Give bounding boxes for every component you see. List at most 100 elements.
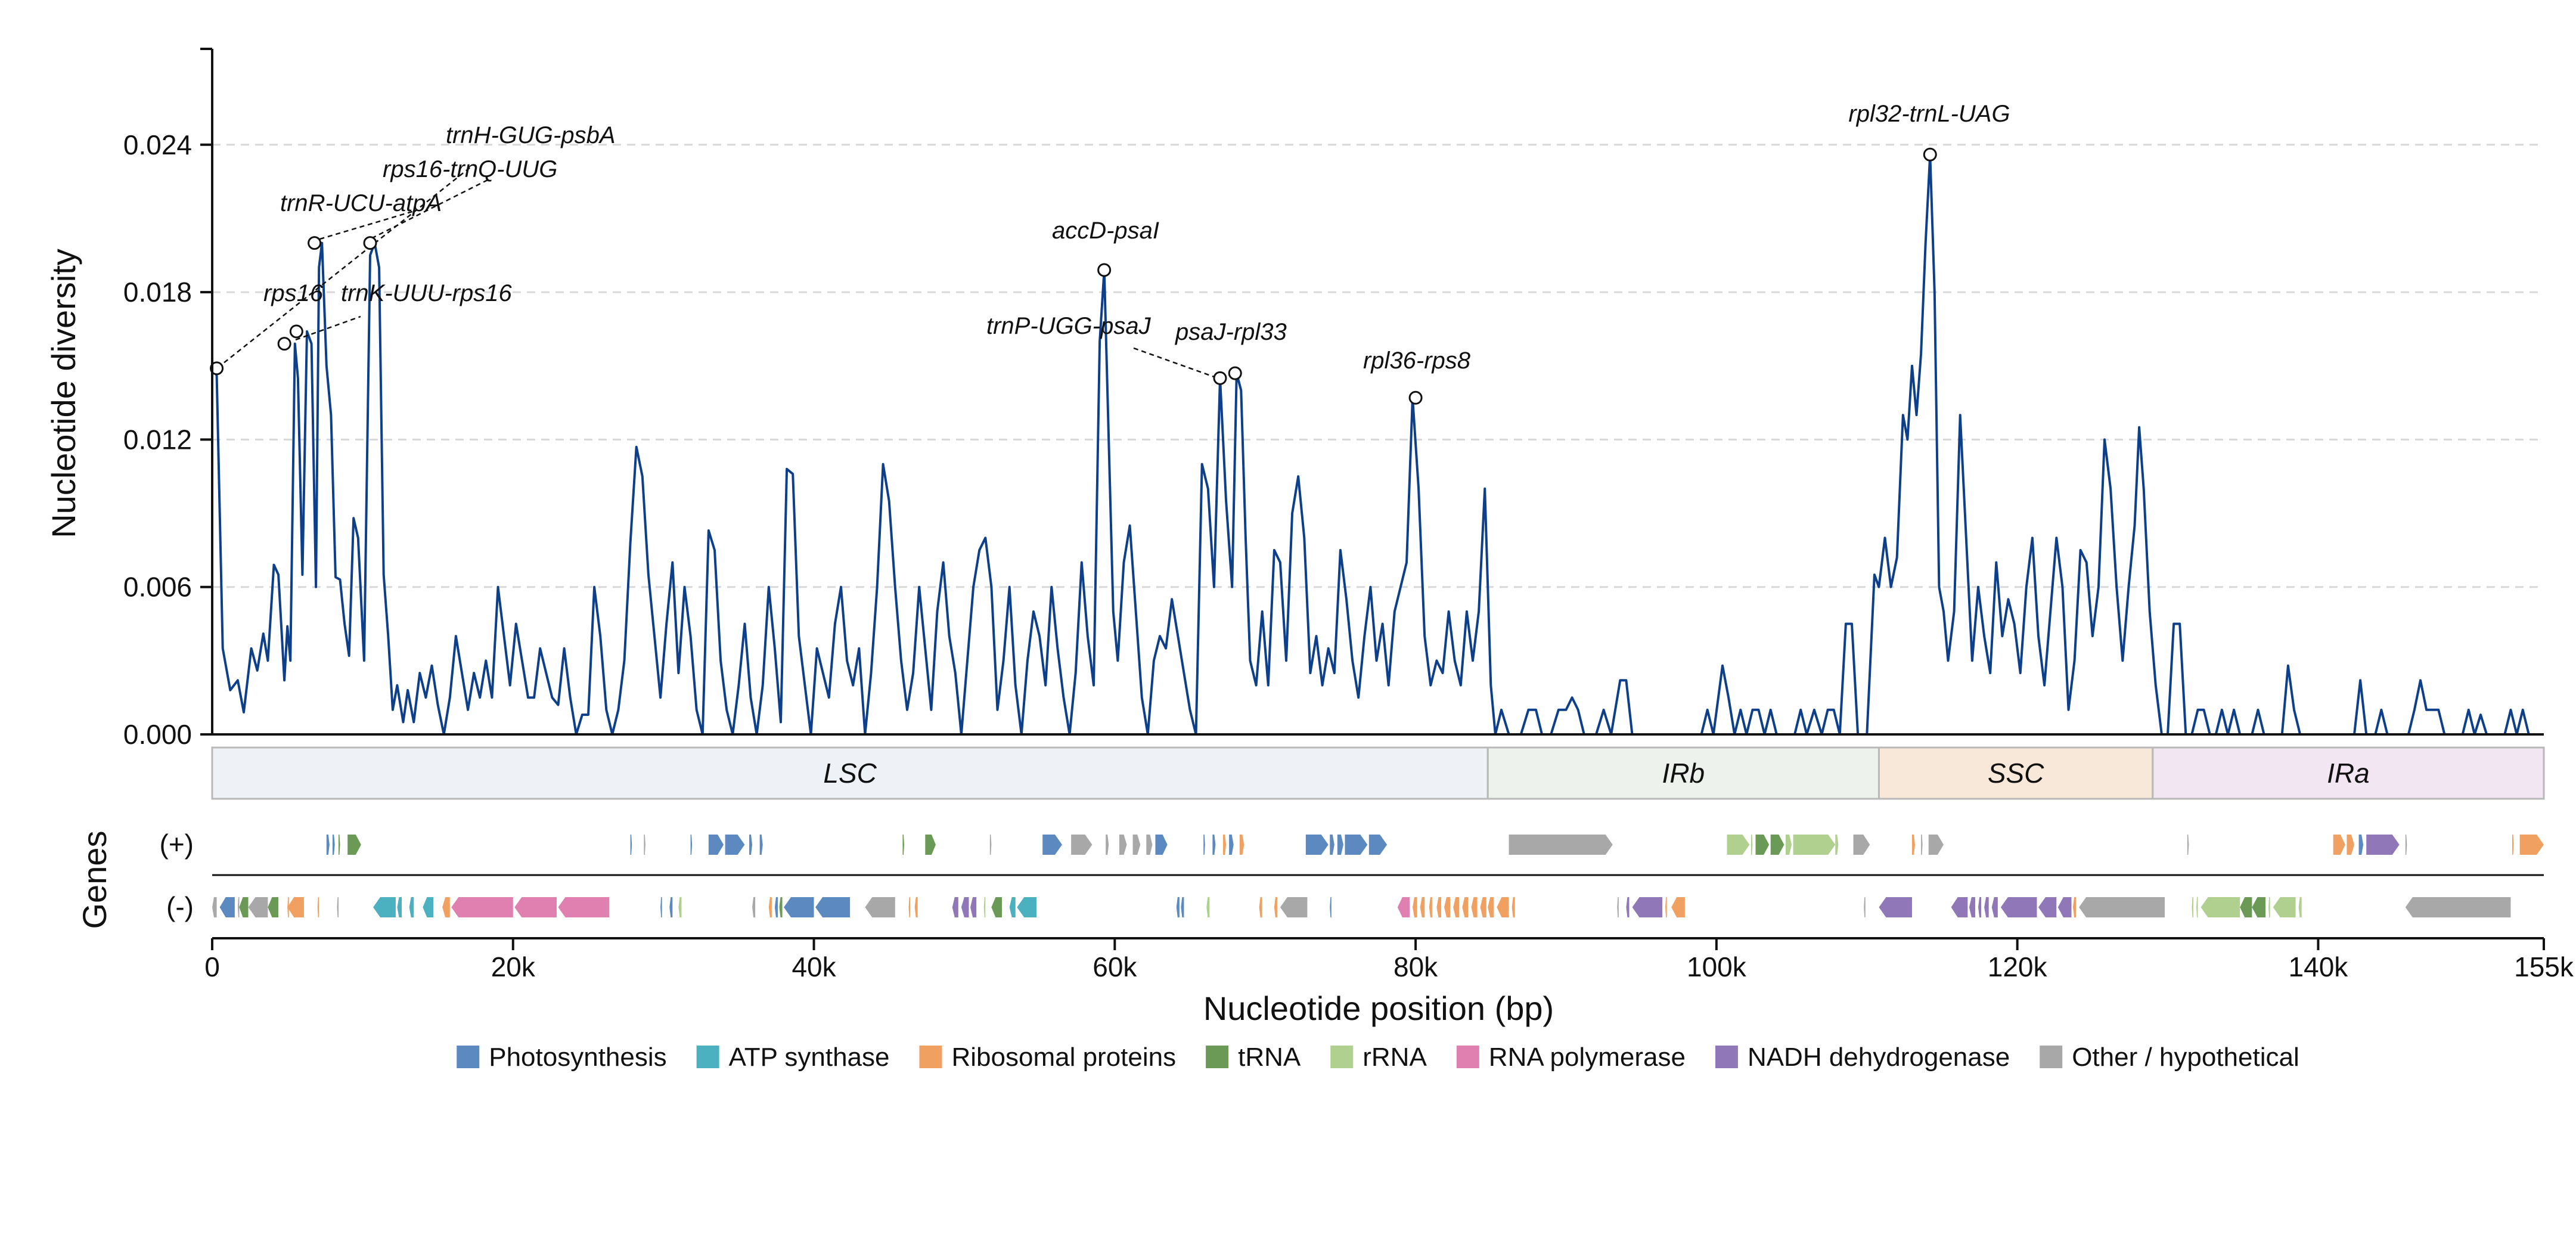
gene-arrow (970, 897, 977, 917)
gene-arrow (752, 897, 756, 917)
x-tick-label: 155k (2514, 951, 2574, 982)
gene-arrow (1203, 835, 1205, 855)
gene-arrow (1212, 835, 1216, 855)
gene-arrow (2358, 835, 2364, 855)
gene-arrow (442, 897, 450, 917)
gene-arrow (423, 897, 434, 917)
legend-label: Other / hypothetical (2072, 1043, 2299, 1072)
gene-arrow (1413, 897, 1417, 917)
gene-arrow (1155, 835, 1168, 855)
gene-arrow (961, 897, 969, 917)
gene-arrow (678, 897, 682, 917)
legend-label: Ribosomal proteins (951, 1043, 1176, 1072)
legend-swatch (1456, 1046, 1479, 1068)
gene-arrow (1206, 897, 1210, 917)
gene-arrow (1665, 897, 1667, 917)
gene-arrow (1176, 897, 1180, 917)
axes: 0.000 0.006 0.012 0.018 0.024 0 20k 40k 60k 80k 10… (123, 48, 2574, 982)
region-band (2152, 746, 2545, 800)
gene-arrow (2057, 897, 2072, 917)
gene-arrow (1274, 897, 1277, 917)
gene-arrow (268, 897, 279, 917)
annotation-leader (1133, 347, 1219, 380)
legend-label: ATP synthase (729, 1043, 890, 1072)
gene-arrow (865, 897, 895, 917)
peak-annotations: trnH-GUG-psbA rps16-trnQ-UUG trnR-UCU-atpA… (210, 101, 2010, 405)
gene-arrow (2405, 897, 2511, 917)
gene-arrow (779, 897, 783, 917)
gene-arrow (2405, 835, 2407, 855)
gene-arrow (2252, 897, 2266, 917)
y-axis-title: Nucleotide diversity (45, 249, 82, 538)
annotation-leader (311, 210, 415, 243)
gene-arrow (2192, 897, 2193, 917)
gene-arrow (759, 835, 763, 855)
gene-arrow (1146, 835, 1153, 855)
gene-arrow (337, 897, 339, 917)
gene-arrow (768, 897, 772, 917)
peak-marker (277, 337, 291, 351)
gene-arrow (1626, 897, 1630, 917)
grid-lines (212, 144, 2544, 588)
gene-arrow (2000, 897, 2037, 917)
gene-tracks (212, 835, 2544, 917)
gene-arrow (2038, 897, 2057, 917)
gene-arrow (1462, 897, 1469, 917)
strand-plus-label: (+) (160, 829, 194, 860)
y-tick-label: 0.024 (123, 129, 192, 160)
x-tick-label: 40k (792, 951, 836, 982)
gene-arrow (1632, 897, 1663, 917)
peak-marker (363, 236, 377, 250)
gene-arrow (2512, 835, 2514, 855)
gene-arrow (1978, 897, 1982, 917)
gene-arrow (1223, 835, 1227, 855)
region-band (1877, 746, 2154, 800)
diversity-line (211, 153, 2544, 736)
annotation-label: rpl36-rps8 (1363, 348, 1471, 374)
gene-arrow (1429, 897, 1432, 917)
gene-arrow (2347, 835, 2354, 855)
gene-arrow (1071, 835, 1093, 855)
gene-arrow (1436, 897, 1442, 917)
gene-arrow (1751, 835, 1753, 855)
gene-arrow (2196, 897, 2198, 917)
gene-arrow (1911, 835, 1916, 855)
gene-arrow (287, 897, 304, 917)
peak-marker (308, 236, 322, 250)
gene-arrow (239, 897, 249, 917)
x-tick-label: 120k (1988, 951, 2048, 982)
x-tick-label: 140k (2289, 951, 2349, 982)
gene-arrow (1330, 835, 1334, 855)
gene-arrow (409, 897, 414, 917)
gene-arrow (373, 897, 396, 917)
gene-arrow (2073, 897, 2077, 917)
peak-marker (210, 361, 224, 376)
gene-arrow (1397, 897, 1410, 917)
gene-arrow (1770, 835, 1784, 855)
legend: Photosynthesis ATP synthase Ribosomal prot… (457, 1043, 2299, 1072)
gene-arrow (1755, 835, 1770, 855)
gene-arrow (1617, 897, 1619, 917)
gene-arrow (2519, 835, 2544, 855)
x-tick-label: 20k (491, 951, 536, 982)
region-label: LSC (823, 758, 877, 789)
gene-arrow (989, 835, 992, 855)
gene-arrow (1488, 897, 1494, 917)
gene-arrow (774, 897, 778, 917)
annotation-label: rps16-trnQ-UUG (383, 156, 557, 182)
gene-arrow (991, 897, 1003, 917)
gene-arrow (1368, 835, 1388, 855)
gene-arrow (908, 897, 911, 917)
legend-swatch (1206, 1046, 1229, 1068)
gene-arrow (914, 897, 918, 917)
x-axis-title: Nucleotide position (bp) (1203, 990, 1554, 1027)
gene-arrow (815, 897, 851, 917)
annotation-leader (217, 166, 471, 368)
gene-arrow (2240, 897, 2252, 917)
gene-arrow (1969, 897, 1975, 917)
region-label: SSC (1988, 758, 2044, 789)
legend-swatch (919, 1046, 942, 1068)
gene-arrow (2201, 897, 2240, 917)
x-tick-label: 100k (1687, 951, 1747, 982)
gene-arrow (1879, 897, 1912, 917)
